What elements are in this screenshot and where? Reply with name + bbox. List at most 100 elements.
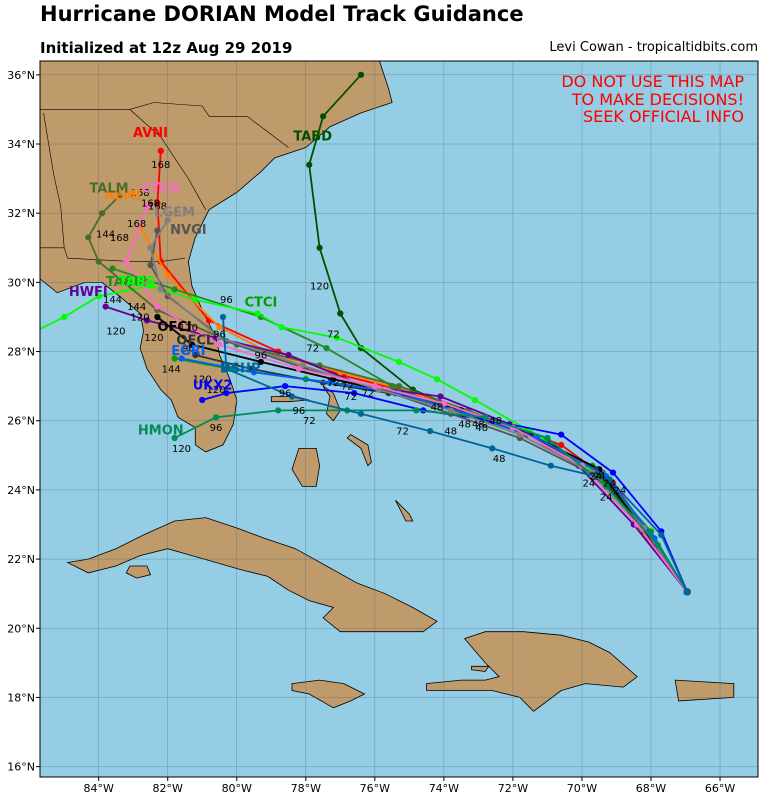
hour-label: 48 — [444, 427, 457, 438]
lon-tick-label: 78°W — [291, 782, 321, 795]
track-point-dshp — [427, 428, 434, 435]
hour-label: 120 — [310, 281, 329, 292]
hour-label: 96 — [213, 330, 226, 341]
lat-tick-label: 18°N — [7, 691, 35, 704]
hour-label: 72 — [362, 389, 375, 400]
model-label-hwfi: HWFI — [69, 285, 108, 300]
track-point-hmon — [212, 414, 220, 421]
hour-label: 72 — [303, 416, 316, 427]
model-label-talm: TALM — [89, 181, 128, 196]
track-point-lgem — [164, 217, 171, 224]
model-label-hmon: HMON — [138, 424, 184, 439]
hour-label: 96 — [182, 344, 195, 355]
hour-label: 72 — [344, 392, 357, 403]
track-point-tabs — [433, 376, 441, 383]
track-point-avni — [154, 199, 161, 206]
isla-juventud-land — [125, 565, 152, 579]
model-label-dshp: DSHP — [220, 361, 261, 376]
track-point-tabs — [254, 310, 261, 317]
track-point-talm — [99, 210, 106, 217]
lon-tick-label: 68°W — [636, 782, 666, 795]
track-point-hwfi — [143, 317, 151, 324]
hour-label: 144 — [103, 295, 122, 306]
track-point-ukx2 — [282, 383, 289, 390]
track-point-dshp — [658, 531, 665, 539]
track-point-lgem — [641, 524, 648, 532]
lat-tick-label: 30°N — [7, 276, 35, 289]
track-point-ukx2 — [558, 431, 565, 438]
hour-label: 72 — [306, 344, 319, 355]
hour-label: 72 — [396, 427, 409, 438]
track-point-tabs — [192, 296, 199, 303]
hour-label: 96 — [220, 295, 233, 306]
hour-label: 24 — [614, 485, 627, 496]
model-label-ofci: OFCI — [157, 320, 191, 335]
model-label-ctci: CTCI — [245, 296, 278, 311]
track-point-hwfi — [437, 393, 444, 400]
credit-text: Levi Cowan - tropicaltidbits.com — [549, 40, 758, 55]
track-point-tabm — [171, 286, 178, 293]
hour-label: 24 — [593, 472, 606, 483]
jamaica-land — [291, 679, 366, 709]
track-point-dshp — [606, 476, 613, 483]
hour-label: 24 — [589, 472, 602, 483]
long-island-land — [395, 500, 414, 522]
hour-label: 72 — [327, 330, 340, 341]
hour-label: 120 — [179, 323, 198, 334]
gonave-land — [471, 665, 490, 672]
track-point-nvgi — [154, 227, 161, 234]
track-point-ctcx — [123, 258, 130, 265]
track-point-talm — [85, 234, 92, 241]
page-title: Hurricane DORIAN Model Track Guidance — [40, 2, 524, 26]
track-point-dshp — [219, 313, 227, 321]
track-point-dshp — [683, 588, 691, 596]
lon-tick-label: 76°W — [360, 782, 390, 795]
track-point-ofci — [257, 358, 264, 365]
track-point-egri — [250, 369, 258, 376]
track-point-hmon — [413, 407, 420, 414]
lon-tick-label: 70°W — [567, 782, 597, 795]
track-point-tabs — [33, 328, 39, 334]
lon-tick-label: 84°W — [83, 782, 113, 795]
track-point-tabs — [278, 324, 285, 331]
lon-tick-label: 80°W — [222, 782, 252, 795]
hour-label: 168 — [148, 202, 167, 213]
track-point-ctcx — [154, 303, 161, 310]
hour-label: 24 — [583, 478, 596, 489]
us-mainland-land — [40, 61, 393, 453]
lat-tick-label: 32°N — [7, 207, 35, 220]
model-label-avni: AVNI — [133, 126, 168, 141]
track-point-ofci — [154, 313, 161, 321]
track-point-tabd — [316, 244, 323, 251]
hour-label: 24 — [600, 492, 613, 503]
hour-label: 96 — [210, 423, 223, 434]
track-point-tabs — [147, 282, 154, 289]
model-label-ofcl: OFCL — [176, 334, 214, 349]
lat-tick-label: 36°N — [7, 69, 35, 82]
track-point-ctcx — [143, 203, 151, 210]
hispaniola-land — [426, 631, 638, 712]
track-point-tabd — [357, 71, 365, 78]
track-point-dshp — [547, 462, 555, 469]
axis-ticks: 84°W 82°W 80°W 78°W 76°W 74°W 72°W 70°W 68°W 66°W… — [7, 69, 735, 795]
hour-label: 48 — [472, 420, 485, 431]
track-point-ukx2 — [223, 390, 230, 397]
init-time-subtitle: Initialized at 12z Aug 29 2019 — [40, 39, 293, 57]
cuba-land — [66, 517, 438, 633]
track-point-aemi — [164, 272, 171, 279]
state-border-nc-sc — [40, 102, 289, 148]
track-point-egri — [178, 355, 185, 362]
track-point-dshp — [357, 410, 365, 417]
track-point-ctcx — [216, 341, 223, 348]
puerto-rico-land — [674, 679, 735, 702]
lon-tick-label: 74°W — [429, 782, 459, 795]
warning-box: DO NOT USE THIS MAP TO MAKE DECISIONS! S… — [561, 72, 744, 126]
track-point-tabd — [320, 113, 327, 120]
track-point-talm — [395, 383, 403, 390]
track-line-hwfi — [105, 305, 688, 593]
track-point-lgem — [447, 407, 454, 414]
hour-label: 168 — [110, 233, 129, 244]
plot-frame — [39, 60, 759, 778]
track-point-tabm — [109, 265, 116, 272]
hour-labels: 2448721201682448721682412024721441441201… — [96, 160, 626, 503]
